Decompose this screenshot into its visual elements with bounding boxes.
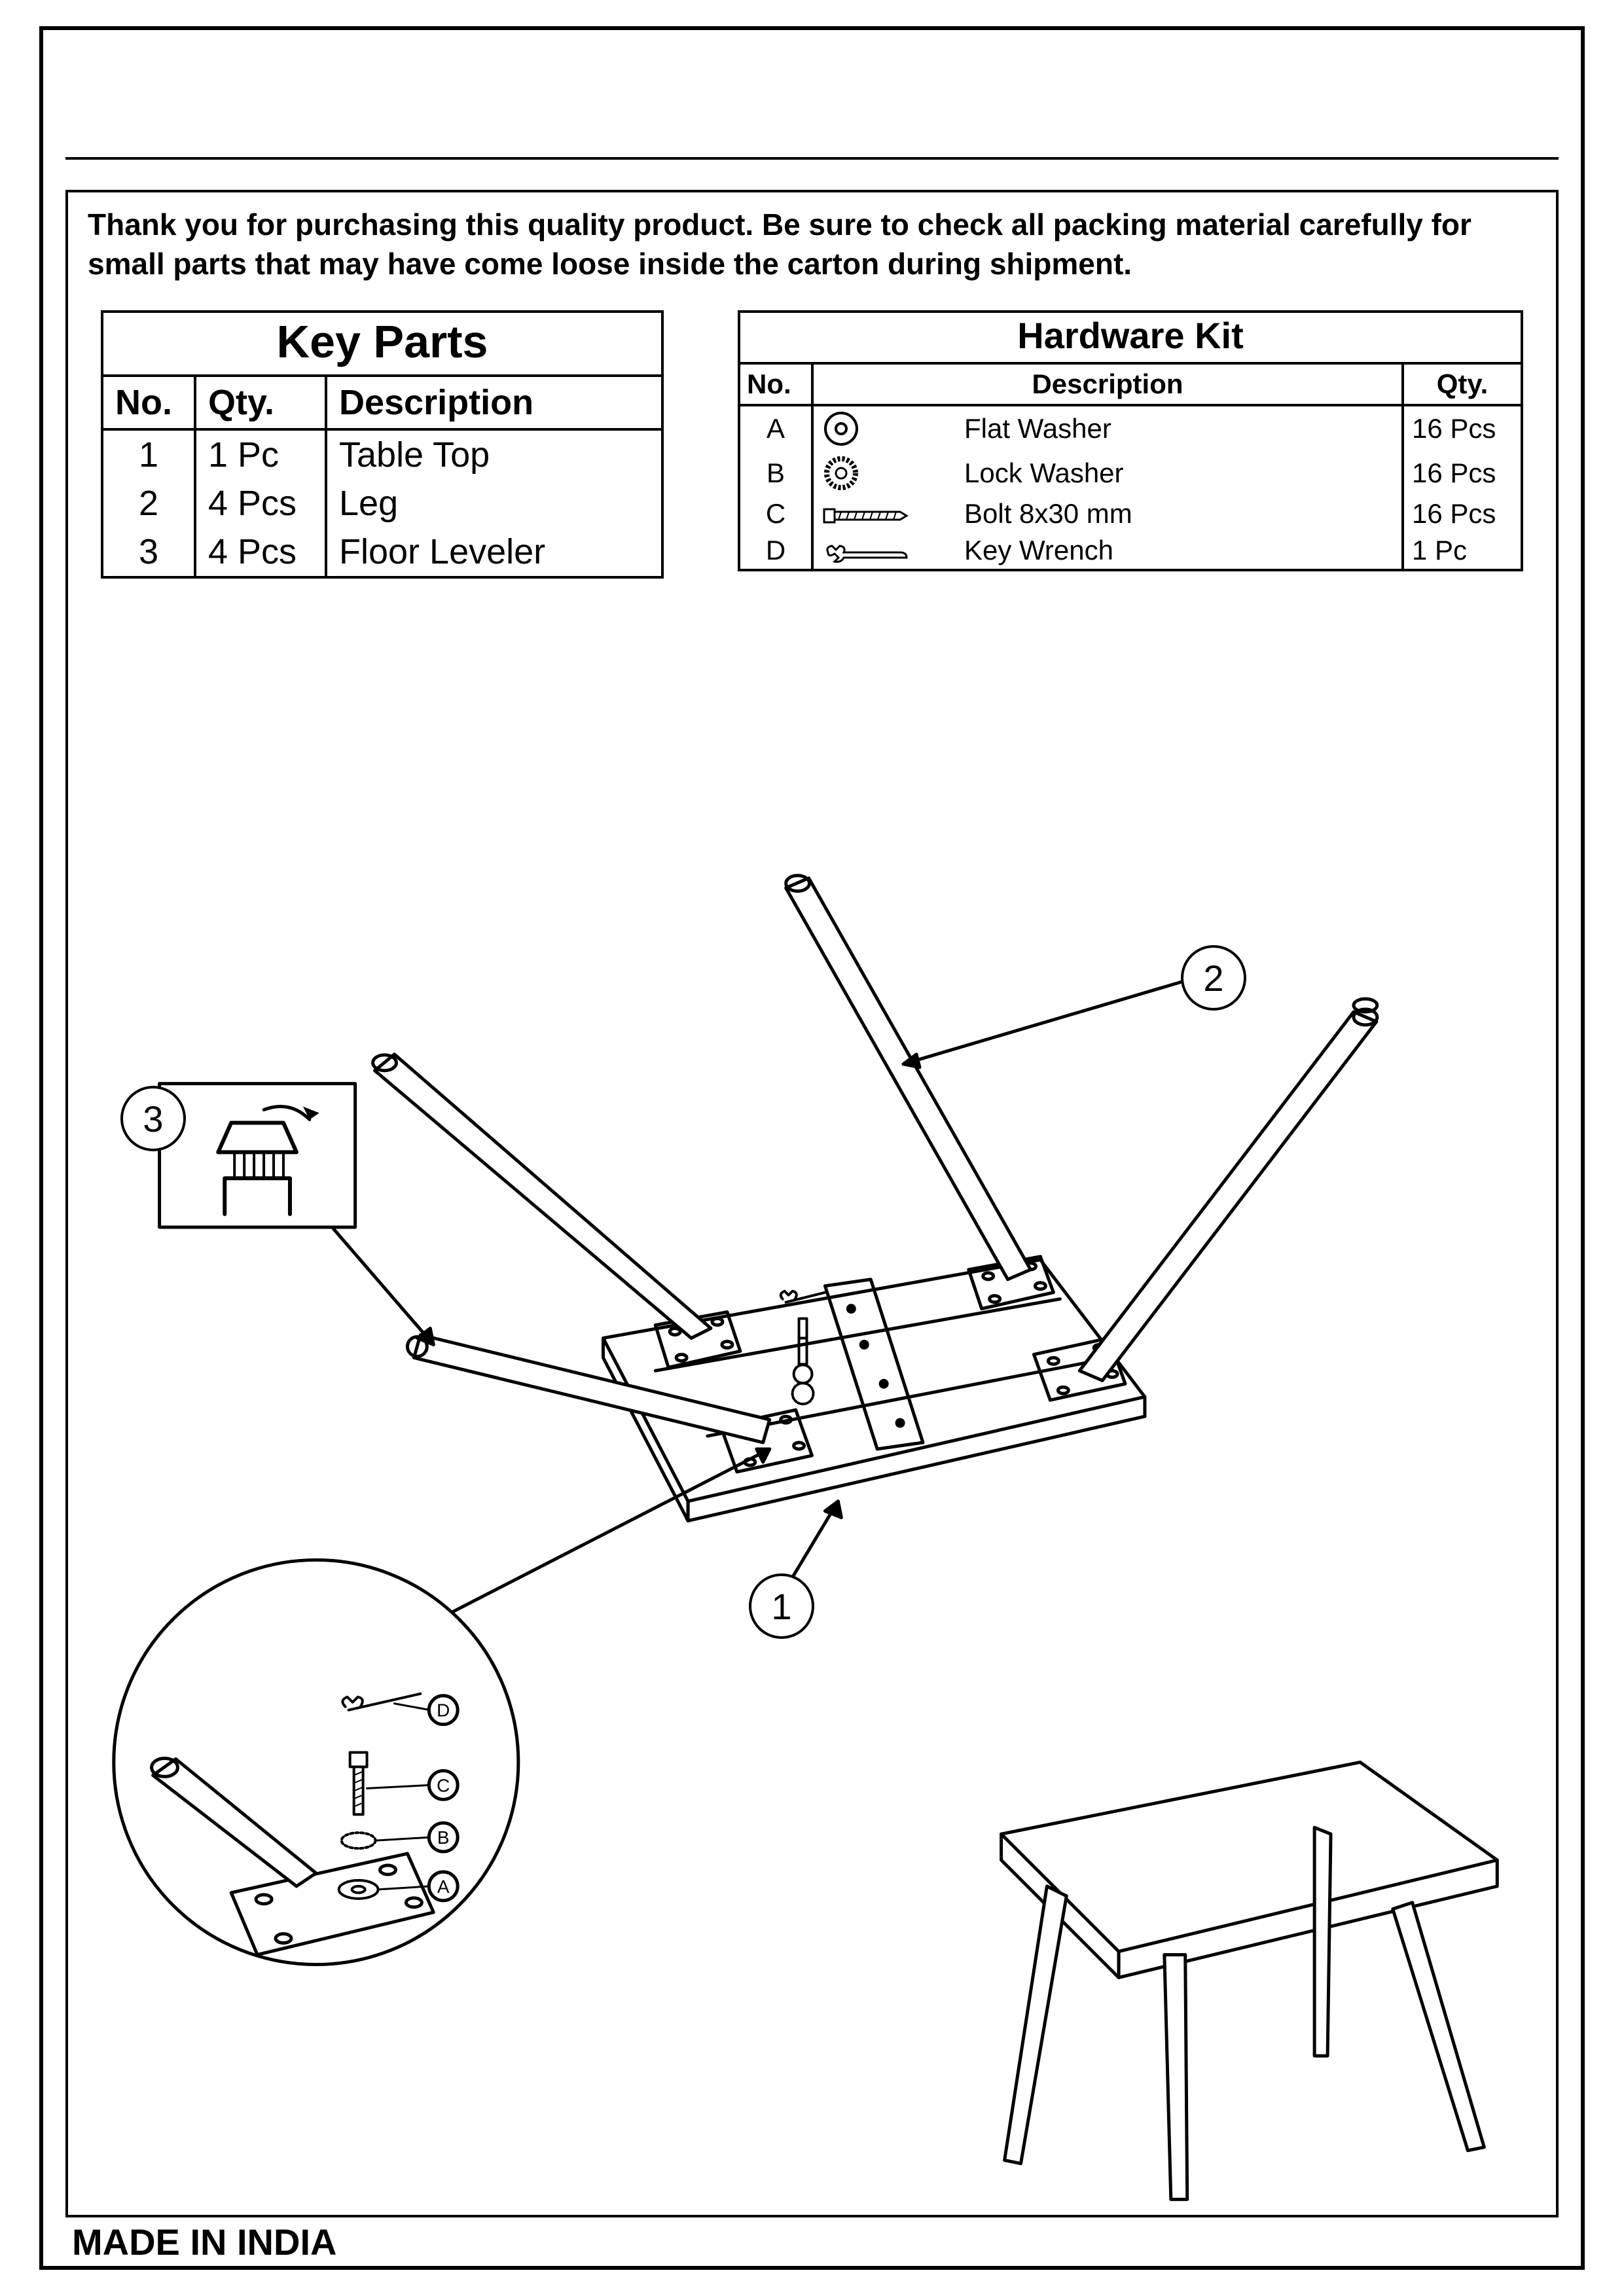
hw-desc: Lock Washer [956,451,1403,495]
kp-no: 1 [103,429,195,479]
content-frame: Thank you for purchasing this quality pr… [65,190,1559,2217]
hw-qty: 1 Pc [1403,532,1521,569]
wrench-icon [812,532,956,569]
kp-qty: 4 Pcs [195,479,326,528]
kp-desc: Leg [326,479,661,528]
bolt-icon [812,495,956,532]
intro-text: Thank you for purchasing this quality pr… [88,206,1536,284]
hw-header-no: No. [740,365,812,405]
hw-qty: 16 Pcs [1403,495,1521,532]
kp-header-desc: Description [326,377,661,429]
kp-desc: Floor Leveler [326,528,661,576]
table-row: A Flat Washer 16 Pcs [740,405,1521,451]
table-row: 3 4 Pcs Floor Leveler [103,528,661,576]
hw-desc: Bolt 8x30 mm [956,495,1403,532]
table-row: D Key Wrench 1 Pc [740,532,1521,569]
header-rule [65,157,1559,160]
key-parts-table: Key Parts No. Qty. Description 1 1 Pc Ta… [101,310,664,579]
detail-label-a: A [437,1876,450,1897]
hw-qty: 16 Pcs [1403,405,1521,451]
detail-label-d: D [437,1700,450,1721]
hw-qty: 16 Pcs [1403,451,1521,495]
kp-no: 3 [103,528,195,576]
kp-qty: 1 Pc [195,429,326,479]
hw-header-qty: Qty. [1403,365,1521,405]
kp-header-no: No. [103,377,195,429]
table-row: 2 4 Pcs Leg [103,479,661,528]
hw-desc: Key Wrench [956,532,1403,569]
hw-no: A [740,405,812,451]
footer-text: MADE IN INDIA [72,2221,336,2263]
hardware-kit-table: Hardware Kit No. Description Qty. A Flat… [738,310,1523,571]
key-parts-title: Key Parts [103,313,661,377]
table-row: 1 1 Pc Table Top [103,429,661,479]
lock-washer-icon [812,451,956,495]
table-row: C Bolt 8x30 mm 16 Pcs [740,495,1521,532]
callout-1: 1 [749,1573,814,1639]
hw-desc: Flat Washer [956,405,1403,451]
hw-header-desc: Description [812,365,1403,405]
kp-no: 2 [103,479,195,528]
kp-qty: 4 Pcs [195,528,326,576]
detail-label-c: C [437,1775,450,1795]
table-row: B Lock Washer 16 Pcs [740,451,1521,495]
kp-header-qty: Qty. [195,377,326,429]
hw-no: D [740,532,812,569]
hw-no: C [740,495,812,532]
callout-3: 3 [120,1086,186,1151]
hw-no: B [740,451,812,495]
flat-washer-icon [812,405,956,451]
assembly-diagram: A B C D 2 1 3 [68,664,1556,2215]
detail-label-b: B [437,1827,450,1848]
hardware-kit-title: Hardware Kit [740,313,1521,365]
callout-2: 2 [1181,945,1246,1011]
kp-desc: Table Top [326,429,661,479]
